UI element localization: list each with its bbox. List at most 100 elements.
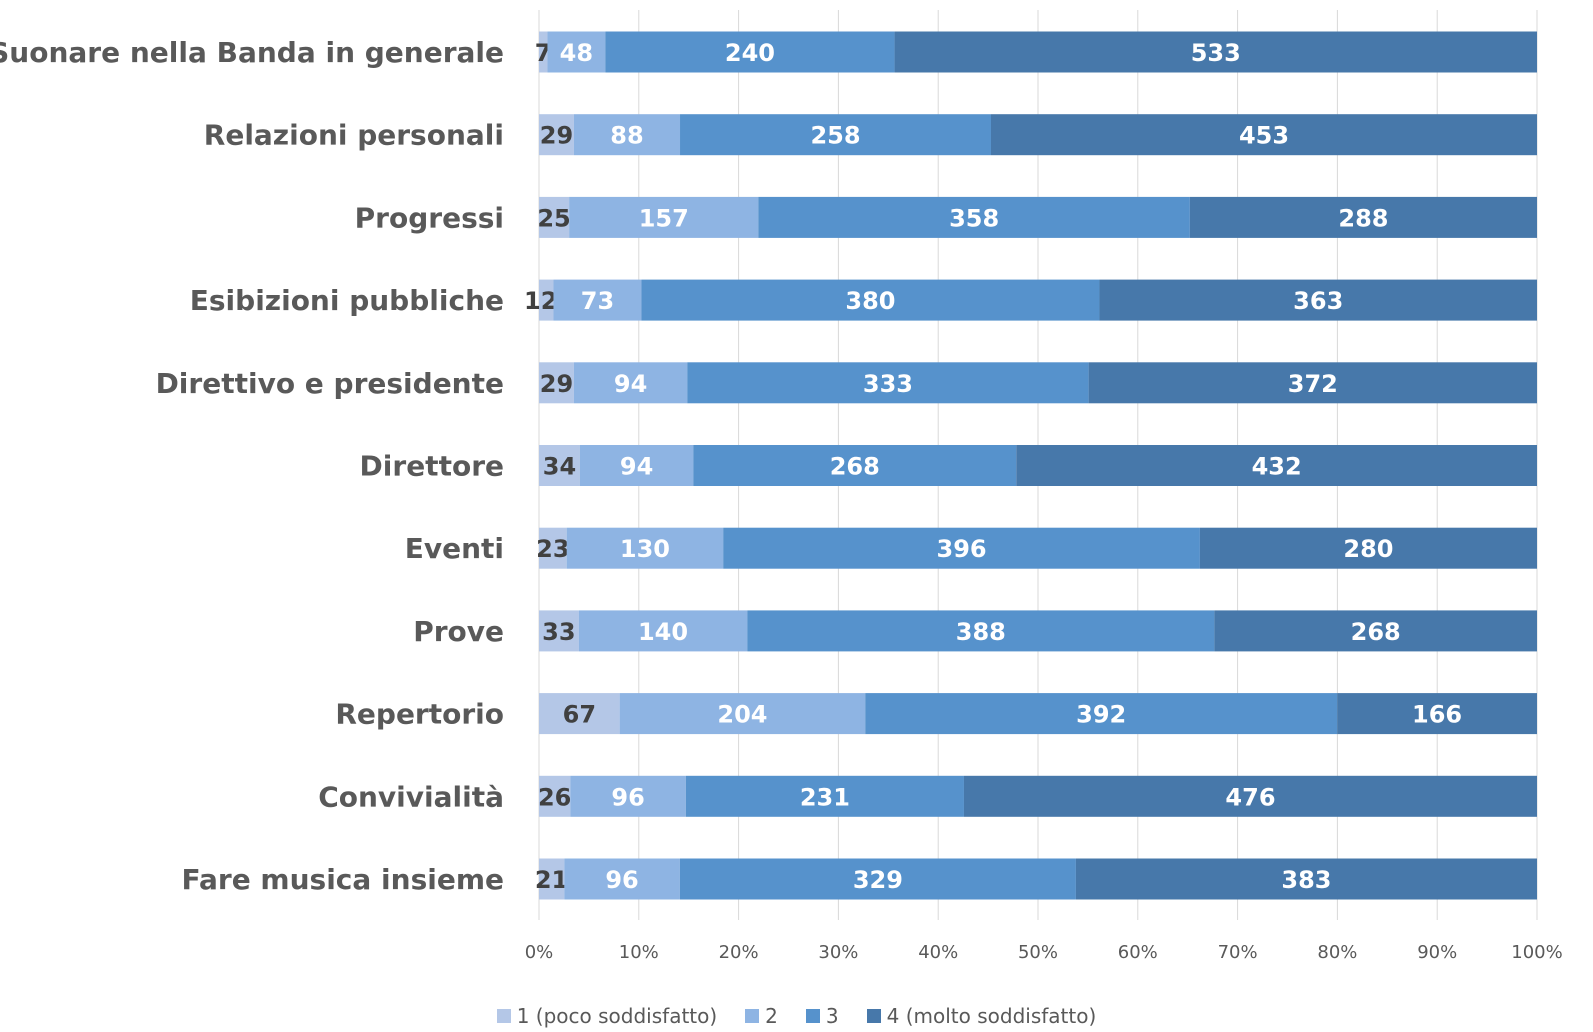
legend-swatch — [496, 1009, 511, 1023]
bar-segment — [539, 693, 620, 735]
bar-segment — [539, 775, 571, 817]
bar-segment — [605, 31, 895, 73]
legend-item: 2 — [745, 1004, 778, 1028]
legend-item: 1 (poco soddisfatto) — [496, 1004, 717, 1028]
bar-row: 67 204 392 166 — [539, 693, 1537, 735]
data-label: 140 — [638, 618, 688, 646]
bar-segment — [894, 31, 1537, 73]
x-tick-label: 0% — [525, 942, 554, 963]
bar-segment — [723, 527, 1200, 569]
data-label: 12 — [524, 287, 557, 315]
bar-segment — [573, 114, 681, 156]
bar-segment — [539, 114, 574, 156]
bar-segment — [547, 31, 606, 73]
bar-segment — [578, 610, 748, 652]
bar-segment — [1189, 196, 1537, 238]
bar-segment — [569, 196, 759, 238]
data-label: 380 — [845, 287, 895, 315]
legend: 1 (poco soddisfatto) 2 3 4 (molto soddisfat… — [0, 1004, 1593, 1028]
bar-segment — [539, 31, 548, 73]
x-tick-label: 50% — [1018, 942, 1058, 963]
category-label: Prove — [413, 615, 504, 648]
data-label: 67 — [563, 701, 596, 729]
bar-row: 34 94 268 432 — [539, 445, 1537, 486]
bar-row: 29 88 258 453 — [539, 114, 1537, 156]
data-label: 96 — [611, 783, 644, 811]
bar-row: 25 157 358 288 — [537, 196, 1537, 238]
bar-segment — [1075, 858, 1537, 900]
bar-segment — [539, 527, 567, 569]
bar-segment — [990, 114, 1537, 156]
data-label: 388 — [956, 618, 1006, 646]
data-label: 268 — [1351, 618, 1401, 646]
category-label: Relazioni personali — [204, 119, 504, 152]
category-label: Repertorio — [335, 698, 504, 731]
bar-segment — [679, 858, 1076, 900]
data-label: 372 — [1288, 370, 1338, 398]
data-label: 26 — [538, 783, 571, 811]
data-label: 363 — [1293, 287, 1343, 315]
bar-segment — [539, 362, 574, 404]
bar-segment — [619, 693, 866, 735]
bar-area: 7 48 240 533 29 88 258 453 25 157 358 288 12 73 380 363… — [524, 31, 1537, 900]
bar-segment — [539, 445, 580, 486]
bar-segment — [539, 858, 565, 900]
data-label: 94 — [614, 370, 647, 398]
data-label: 396 — [937, 535, 987, 563]
data-label: 358 — [949, 204, 999, 232]
bar-row: 23 130 396 280 — [536, 527, 1537, 569]
data-label: 23 — [536, 535, 569, 563]
data-label: 7 — [535, 39, 552, 67]
data-label: 96 — [605, 866, 638, 894]
bar-segment — [641, 279, 1100, 321]
bar-segment — [570, 775, 686, 817]
data-label: 392 — [1076, 701, 1126, 729]
data-label: 48 — [560, 39, 593, 67]
legend-label: 3 — [825, 1004, 839, 1028]
bar-segment — [553, 279, 642, 321]
category-label: Direttivo e presidente — [156, 367, 504, 400]
legend-swatch — [805, 1009, 820, 1023]
legend-item: 3 — [805, 1004, 839, 1028]
data-label: 432 — [1252, 453, 1302, 481]
x-tick-label: 100% — [1511, 942, 1562, 963]
data-label: 268 — [830, 453, 880, 481]
bar-segment — [564, 858, 680, 900]
x-tick-label: 30% — [818, 942, 858, 963]
data-label: 21 — [535, 866, 568, 894]
data-label: 288 — [1338, 204, 1388, 232]
legend-item: 4 (molto soddisfatto) — [866, 1004, 1096, 1028]
data-label: 240 — [725, 39, 775, 67]
category-label: Progressi — [355, 201, 504, 234]
data-label: 204 — [717, 701, 767, 729]
x-tick-label: 90% — [1417, 942, 1457, 963]
data-label: 166 — [1412, 701, 1462, 729]
bar-row: 12 73 380 363 — [524, 279, 1537, 321]
bar-segment — [693, 445, 1017, 486]
legend-swatch — [745, 1009, 760, 1023]
bar-segment — [687, 362, 1089, 404]
bar-segment — [566, 527, 724, 569]
data-label: 383 — [1281, 866, 1331, 894]
bar-segment — [865, 693, 1338, 735]
x-tick-label: 70% — [1218, 942, 1258, 963]
data-label: 25 — [537, 204, 570, 232]
data-label: 29 — [540, 370, 573, 398]
data-label: 33 — [542, 618, 575, 646]
bar-row: 7 48 240 533 — [535, 31, 1537, 73]
bar-row: 33 140 388 268 — [539, 610, 1537, 652]
category-label: Convivialità — [318, 780, 504, 813]
data-label: 476 — [1225, 783, 1275, 811]
data-label: 34 — [543, 453, 576, 481]
category-label: Esibizioni pubbliche — [190, 284, 504, 317]
bar-segment — [579, 445, 694, 486]
data-label: 533 — [1191, 39, 1241, 67]
data-label: 258 — [810, 122, 860, 150]
data-label: 231 — [800, 783, 850, 811]
data-label: 94 — [620, 453, 653, 481]
data-label: 329 — [853, 866, 903, 894]
bar-segment — [1199, 527, 1537, 569]
x-tick-label: 80% — [1317, 942, 1357, 963]
category-label: Fare musica insieme — [182, 863, 505, 896]
